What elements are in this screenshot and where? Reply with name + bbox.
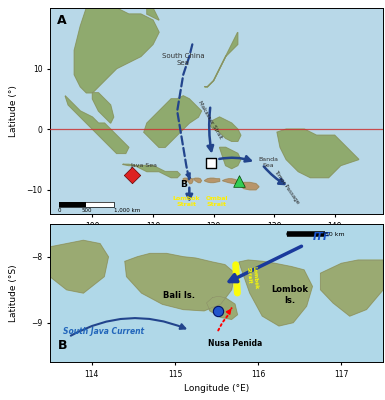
Text: South Java Current: South Java Current: [62, 327, 144, 336]
Polygon shape: [183, 178, 187, 182]
Polygon shape: [223, 179, 238, 184]
Polygon shape: [204, 178, 219, 182]
Polygon shape: [207, 296, 238, 319]
Text: 0: 0: [57, 208, 61, 213]
Text: Banda
Sea: Banda Sea: [258, 157, 278, 168]
Text: 0: 0: [285, 232, 289, 238]
Polygon shape: [74, 8, 159, 93]
Polygon shape: [321, 260, 383, 316]
Text: Lombok
Is.: Lombok Is.: [271, 285, 308, 305]
Point: [208, 159, 214, 166]
Polygon shape: [92, 93, 114, 123]
Polygon shape: [277, 129, 359, 178]
Polygon shape: [188, 178, 193, 184]
Text: Lombok
Strait: Lombok Strait: [246, 266, 258, 290]
Text: Makassar Strait: Makassar Strait: [198, 100, 223, 140]
Text: South China
Sea: South China Sea: [162, 53, 204, 66]
Text: Timor Passage: Timor Passage: [273, 169, 300, 205]
Point: [215, 308, 221, 314]
Polygon shape: [123, 164, 180, 178]
Polygon shape: [65, 96, 129, 154]
Polygon shape: [50, 240, 108, 293]
Text: 1,000 km: 1,000 km: [114, 208, 140, 213]
Polygon shape: [125, 254, 235, 311]
Text: Java Sea: Java Sea: [131, 163, 157, 168]
Point: [129, 172, 135, 178]
Polygon shape: [238, 182, 259, 190]
Text: A: A: [57, 14, 66, 27]
Text: B: B: [58, 339, 67, 352]
Polygon shape: [204, 32, 238, 87]
Text: Ombal
Strait: Ombal Strait: [205, 196, 228, 207]
Text: B: B: [180, 180, 187, 189]
Text: ITF: ITF: [312, 232, 330, 242]
Polygon shape: [239, 260, 312, 326]
Polygon shape: [194, 178, 201, 182]
Point: [236, 178, 242, 184]
Y-axis label: Latitude (°S): Latitude (°S): [9, 264, 18, 322]
Polygon shape: [219, 147, 241, 168]
Polygon shape: [211, 117, 241, 141]
X-axis label: Longitude (°E): Longitude (°E): [184, 384, 249, 393]
Y-axis label: Latitude (°): Latitude (°): [9, 85, 18, 137]
Text: Bali Is.: Bali Is.: [163, 290, 195, 300]
Text: 50 km: 50 km: [325, 232, 345, 238]
Text: 500: 500: [81, 208, 92, 213]
Polygon shape: [144, 96, 201, 147]
Text: Lombok
Strait: Lombok Strait: [172, 196, 200, 207]
Polygon shape: [147, 8, 159, 20]
Text: Nusa Penida: Nusa Penida: [208, 338, 262, 348]
